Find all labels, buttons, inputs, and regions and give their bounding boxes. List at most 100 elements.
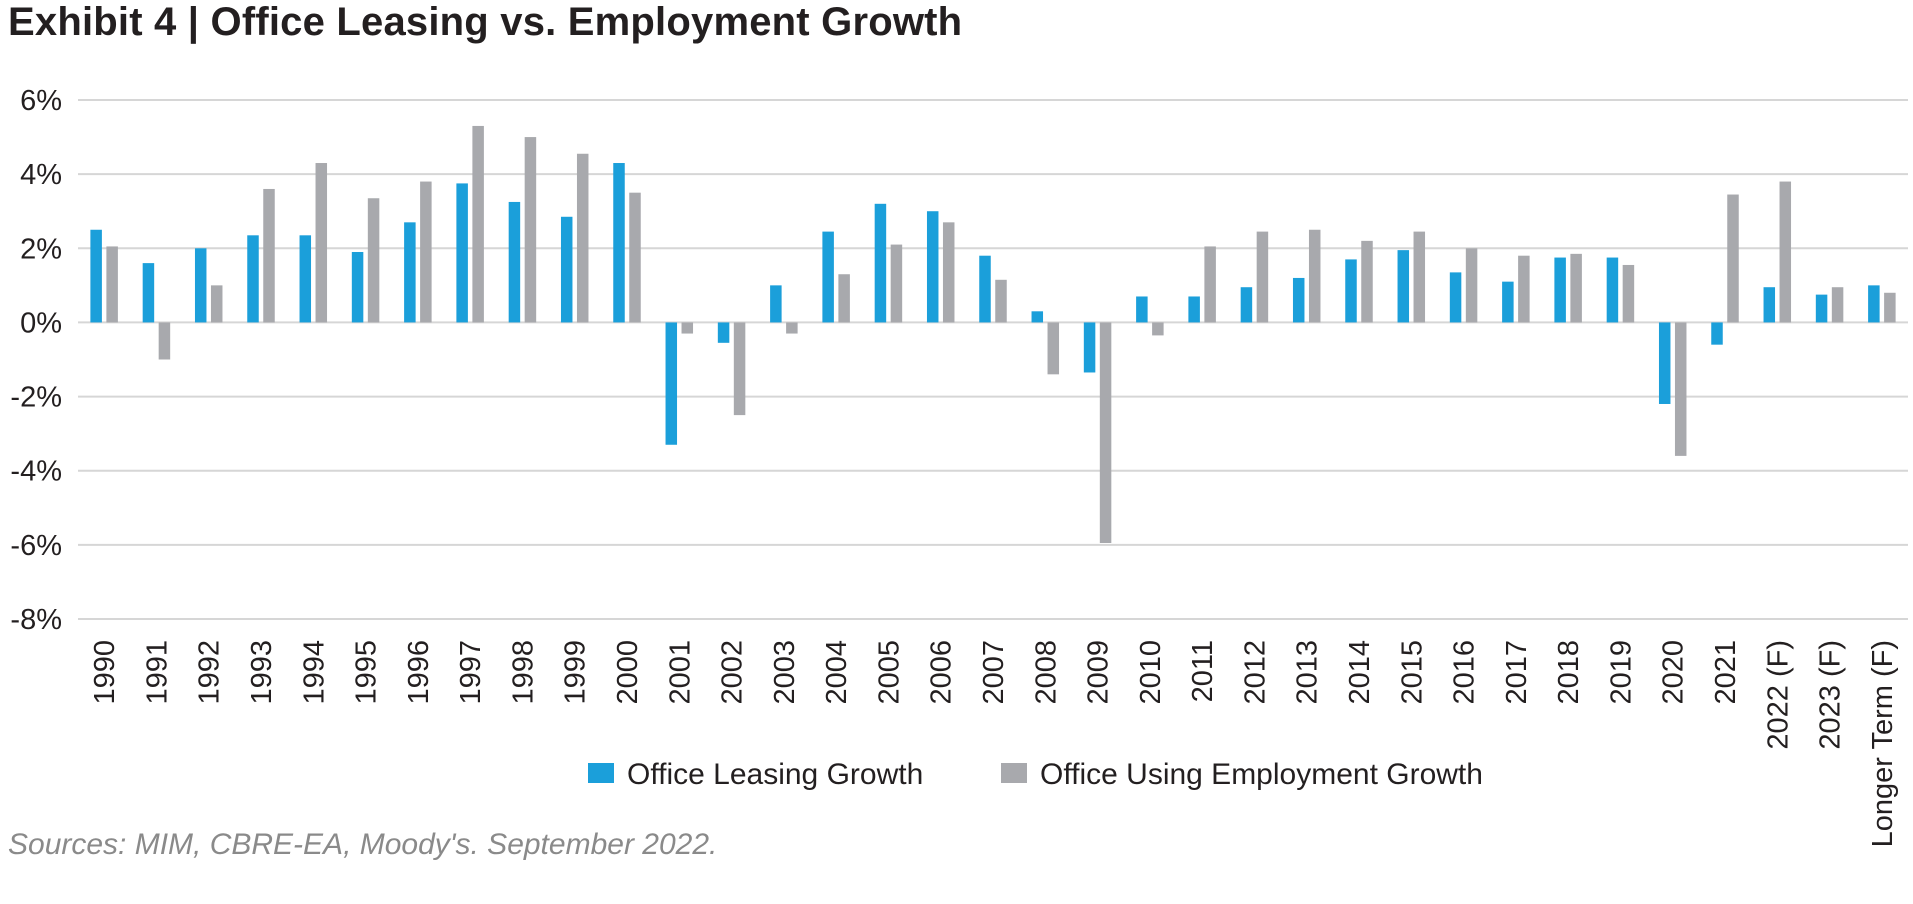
x-tick-label: 2022 (F) <box>1762 640 1794 750</box>
bar-office-leasing-growth <box>247 235 259 323</box>
bar-office-leasing-growth <box>874 203 887 323</box>
x-tick-label: 2000 <box>612 640 644 705</box>
bar-office-using-employment-growth <box>786 322 798 334</box>
x-tick-label: 2018 <box>1553 640 1585 705</box>
bar-office-leasing-growth <box>1815 294 1828 323</box>
x-tick-label: 2012 <box>1239 640 1271 705</box>
bar-office-leasing-growth <box>1031 311 1044 323</box>
bar-office-using-employment-growth <box>472 125 484 323</box>
x-axis-ticks: 1990 1991 1992 1993 1994 1995 1996 1997 1998 1999… <box>89 640 1899 847</box>
bar-office-leasing-growth <box>1606 257 1619 323</box>
bar-office-leasing-growth <box>1292 277 1305 323</box>
bar-office-using-employment-growth <box>1518 255 1530 323</box>
y-tick-label: -4% <box>10 456 62 488</box>
x-tick-label: 2007 <box>978 640 1010 705</box>
bar-office-leasing-growth <box>1083 322 1096 373</box>
bar-office-using-employment-growth <box>1465 248 1478 323</box>
bar-office-leasing-growth <box>90 229 102 323</box>
bar-office-using-employment-growth <box>1413 231 1426 323</box>
bar-office-using-employment-growth <box>1884 292 1896 323</box>
x-tick-label: 2014 <box>1344 640 1376 705</box>
x-tick-label: 1993 <box>246 640 278 705</box>
bar-office-leasing-growth <box>1345 259 1357 323</box>
x-tick-label: 2019 <box>1605 640 1637 705</box>
x-tick-label: 2023 (F) <box>1815 640 1847 750</box>
x-tick-label: 2009 <box>1083 640 1115 705</box>
bar-office-using-employment-growth <box>524 137 537 323</box>
bar-office-leasing-growth <box>560 216 573 323</box>
bar-office-using-employment-growth <box>1099 322 1112 544</box>
bar-office-using-employment-growth <box>576 153 589 323</box>
x-tick-label: 1997 <box>455 640 487 705</box>
y-tick-label: 4% <box>20 159 62 191</box>
x-tick-label: 1991 <box>141 640 173 705</box>
bar-office-leasing-growth <box>1711 322 1723 345</box>
bar-office-leasing-growth <box>770 285 782 323</box>
x-tick-label: 2001 <box>664 640 696 705</box>
legend-label: Office Using Employment Growth <box>1040 758 1483 791</box>
bar-office-leasing-growth <box>142 263 155 323</box>
bar-office-using-employment-growth <box>890 244 903 323</box>
x-tick-label: 2005 <box>873 640 905 705</box>
bar-office-using-employment-growth <box>1727 194 1739 323</box>
bar-office-using-employment-growth <box>629 192 641 323</box>
x-tick-label: 1990 <box>89 640 121 705</box>
x-tick-label: 2010 <box>1135 640 1167 705</box>
bar-office-leasing-growth <box>979 255 991 323</box>
bar-office-using-employment-growth <box>210 285 223 323</box>
legend-label: Office Leasing Growth <box>627 758 923 791</box>
bar-office-leasing-growth <box>717 322 730 343</box>
x-tick-label: 1998 <box>507 640 539 705</box>
bar-office-leasing-growth <box>1136 296 1148 323</box>
y-tick-label: 0% <box>20 307 62 339</box>
bar-office-using-employment-growth <box>263 188 275 323</box>
y-tick-label: 2% <box>20 233 62 265</box>
x-tick-label: 1992 <box>194 640 226 705</box>
bar-office-leasing-growth <box>351 251 364 323</box>
x-tick-label: 1995 <box>351 640 383 705</box>
y-axis-ticks: 6% 4% 2% 0% -2% -4% -6% -8% <box>10 85 62 636</box>
bar-office-using-employment-growth <box>1831 287 1844 323</box>
bar-office-using-employment-growth <box>1570 253 1582 323</box>
bar-office-leasing-growth <box>404 222 416 323</box>
bar-office-using-employment-growth <box>1152 322 1164 336</box>
bar-office-using-employment-growth <box>681 322 694 334</box>
bar-office-leasing-growth <box>665 322 678 445</box>
bar-office-leasing-growth <box>1397 250 1410 323</box>
x-tick-label: 1994 <box>298 640 330 705</box>
bar-office-using-employment-growth <box>420 181 432 323</box>
bar-office-using-employment-growth <box>1047 322 1060 375</box>
legend-swatch <box>1001 763 1027 783</box>
x-tick-label: 2013 <box>1292 640 1324 705</box>
bars <box>90 125 1896 544</box>
bar-office-leasing-growth <box>1763 287 1776 323</box>
bar-office-leasing-growth <box>1240 287 1253 323</box>
bar-office-leasing-growth <box>822 231 834 323</box>
bar-office-leasing-growth <box>1554 257 1566 323</box>
bar-office-leasing-growth <box>456 183 468 323</box>
y-tick-label: -8% <box>10 604 62 636</box>
x-tick-label: 2016 <box>1449 640 1481 705</box>
bar-office-leasing-growth <box>1449 272 1462 323</box>
chart-title: Exhibit 4 | Office Leasing vs. Employmen… <box>8 0 963 44</box>
x-tick-label: 1996 <box>403 640 435 705</box>
bar-office-leasing-growth <box>299 235 312 323</box>
bar-office-using-employment-growth <box>1308 229 1321 323</box>
x-tick-label: 2003 <box>769 640 801 705</box>
bar-office-using-employment-growth <box>942 222 955 323</box>
x-tick-label: 2002 <box>717 640 749 705</box>
y-tick-label: -2% <box>10 382 62 414</box>
bar-office-leasing-growth <box>926 211 939 323</box>
bar-office-using-employment-growth <box>1256 231 1269 323</box>
bar-office-leasing-growth <box>1658 322 1671 404</box>
bar-office-using-employment-growth <box>367 198 380 323</box>
x-tick-label: 2008 <box>1030 640 1062 705</box>
y-tick-label: 6% <box>20 85 62 117</box>
source-note: Sources: MIM, CBRE-EA, Moody's. Septembe… <box>8 828 718 861</box>
x-tick-label: 2017 <box>1501 640 1533 705</box>
bar-office-using-employment-growth <box>315 163 328 323</box>
legend: Office Leasing Growth Office Using Employ… <box>588 758 1483 791</box>
gridlines <box>78 99 1908 620</box>
x-tick-label: 2011 <box>1187 640 1219 702</box>
